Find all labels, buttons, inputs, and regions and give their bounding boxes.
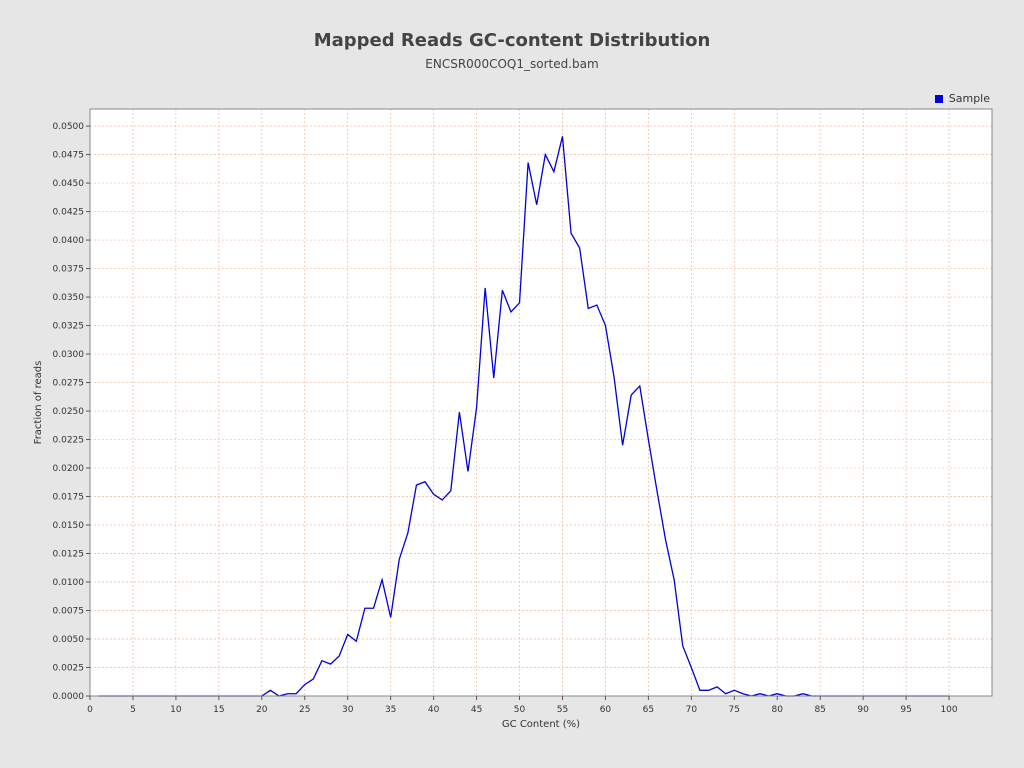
legend-label: Sample (948, 92, 990, 105)
y-tick-label: 0.0075 (53, 607, 85, 617)
x-tick-label: 85 (814, 705, 825, 715)
x-tick-label: 60 (600, 705, 612, 715)
y-tick-label: 0.0350 (53, 293, 85, 303)
x-tick-label: 50 (514, 705, 526, 715)
y-tick-label: 0.0025 (53, 664, 85, 674)
x-tick-label: 95 (900, 705, 911, 715)
legend-swatch (934, 94, 943, 103)
y-tick-label: 0.0325 (53, 322, 85, 332)
y-tick-label: 0.0225 (53, 436, 85, 446)
y-tick-label: 0.0500 (53, 122, 85, 132)
x-tick-label: 0 (87, 705, 93, 715)
x-tick-label: 15 (213, 705, 224, 715)
plot-border (89, 108, 993, 697)
y-tick-label: 0.0425 (53, 208, 85, 218)
x-tick-label: 65 (643, 705, 654, 715)
y-tick-label: 0.0400 (53, 236, 85, 246)
x-tick-label: 75 (729, 705, 740, 715)
y-tick-label: 0.0150 (53, 521, 85, 531)
y-axis: 0.0000 0.0025 0.0050 0.0075 0.0100 0.0125 0.01… (53, 122, 90, 702)
x-tick-label: 80 (772, 705, 784, 715)
x-tick-label: 45 (471, 705, 482, 715)
x-tick-label: 35 (385, 705, 396, 715)
y-axis-label: Fraction of reads (33, 361, 44, 445)
chart-subtitle: ENCSR000COQ1_sorted.bam (425, 57, 599, 71)
y-tick-label: 0.0475 (53, 151, 85, 161)
y-tick-label: 0.0450 (53, 179, 85, 189)
x-tick-label: 70 (686, 705, 698, 715)
plot-area (90, 109, 992, 696)
y-tick-label: 0.0200 (53, 464, 85, 474)
y-tick-label: 0.0175 (53, 493, 85, 503)
x-tick-label: 20 (256, 705, 268, 715)
y-tick-label: 0.0275 (53, 379, 85, 389)
x-tick-label: 40 (428, 705, 440, 715)
x-axis-label: GC Content (%) (502, 719, 580, 730)
y-tick-label: 0.0125 (53, 550, 85, 560)
x-tick-label: 5 (130, 705, 136, 715)
y-tick-label: 0.0100 (53, 578, 85, 588)
y-tick-label: 0.0250 (53, 407, 85, 417)
x-tick-label: 25 (299, 705, 310, 715)
x-axis: 0 5 10 15 20 25 30 35 40 45 50 55 60 65 70 75 80 85 90 95 10… (87, 696, 958, 715)
y-tick-label: 0.0000 (53, 692, 85, 702)
legend: Sample (934, 92, 990, 105)
x-tick-label: 90 (857, 705, 869, 715)
y-tick-label: 0.0375 (53, 265, 85, 275)
y-tick-label: 0.0050 (53, 635, 85, 645)
x-tick-label: 55 (557, 705, 568, 715)
chart-title: Mapped Reads GC-content Distribution (313, 30, 711, 51)
y-tick-label: 0.0300 (53, 350, 85, 360)
x-tick-label: 30 (342, 705, 354, 715)
x-tick-label: 10 (170, 705, 182, 715)
x-tick-label: 100 (940, 705, 957, 715)
